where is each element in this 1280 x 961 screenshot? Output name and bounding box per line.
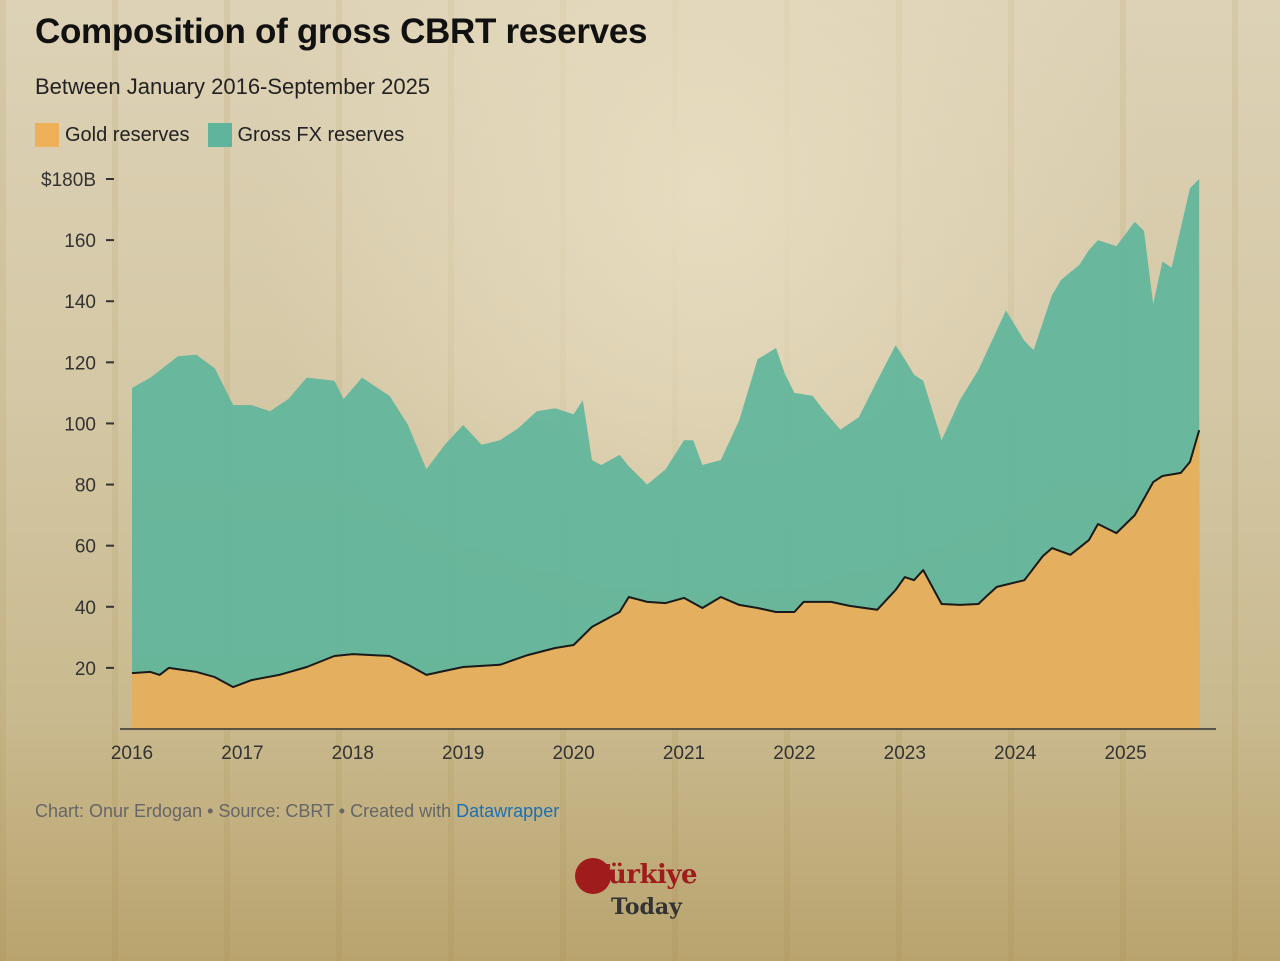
y-tick-label: 40 xyxy=(75,598,96,619)
footer-credit: Chart: Onur Erdogan • Source: CBRT • Cre… xyxy=(35,801,559,822)
y-tick-label: 120 xyxy=(64,353,96,374)
logo-text-top: Türkiye xyxy=(591,860,697,890)
legend-swatch-fx xyxy=(207,123,232,147)
chart-subtitle: Between January 2016-September 2025 xyxy=(35,74,431,99)
y-tick-label: $180B xyxy=(41,170,96,191)
x-tick-label: 2024 xyxy=(994,743,1037,764)
y-tick-label: 60 xyxy=(75,537,96,558)
logo-circle-icon xyxy=(575,858,611,894)
x-tick-label: 2019 xyxy=(442,743,484,764)
x-tick-label: 2021 xyxy=(663,743,705,764)
x-tick-label: 2018 xyxy=(332,743,374,764)
legend-label-gold: Gold reserves xyxy=(65,123,190,146)
logo-text-bottom: Today xyxy=(611,894,682,920)
legend-item-fx: Gross FX reserves xyxy=(207,123,405,147)
x-tick-label: 2023 xyxy=(884,743,926,764)
x-tick-label: 2016 xyxy=(111,743,153,764)
chart-title: Composition of gross CBRT reserves xyxy=(35,12,648,51)
footer-text: Chart: Onur Erdogan • Source: CBRT • Cre… xyxy=(35,801,457,821)
y-tick-label: 80 xyxy=(75,476,96,497)
x-tick-label: 2022 xyxy=(773,743,815,764)
legend-swatch-gold xyxy=(35,123,59,147)
datawrapper-link[interactable]: Datawrapper xyxy=(456,801,560,821)
line-gold-reserves xyxy=(131,429,1201,689)
area-gold-reserves xyxy=(132,430,1200,729)
y-tick-label: 100 xyxy=(64,414,96,435)
legend-item-gold: Gold reserves xyxy=(35,123,190,147)
x-tick-label: 2020 xyxy=(552,743,594,764)
y-tick-label: 140 xyxy=(64,292,96,313)
turkiye-today-logo: Türkiye Today xyxy=(573,856,713,926)
legend: Gold reserves Gross FX reserves xyxy=(35,123,404,147)
y-tick-label: 20 xyxy=(75,659,96,680)
legend-label-fx: Gross FX reserves xyxy=(237,123,405,146)
x-tick-label: 2025 xyxy=(1104,743,1146,764)
x-tick-label: 2017 xyxy=(221,743,263,764)
y-tick-label: 160 xyxy=(64,231,96,252)
